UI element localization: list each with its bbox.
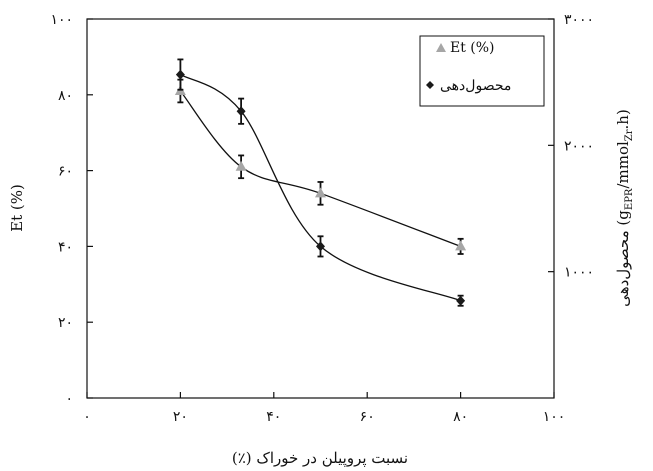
plot-frame — [86, 18, 555, 399]
legend-triangle-icon — [436, 43, 446, 52]
y-tick-label: ۶۰ — [58, 164, 73, 180]
y2-title-sub1: EPR — [624, 188, 635, 210]
x-axis-title: نسبت پروپیلن در خوراک (٪) — [232, 449, 408, 467]
x-tick-label: ۸۰ — [453, 409, 468, 425]
data-point-triangle — [235, 160, 247, 171]
y2-title-unit-mid: /mmol — [614, 141, 632, 189]
y2-tick-label: ۲۰۰۰ — [564, 138, 594, 154]
y-tick-label: ۰ — [65, 391, 73, 407]
y-tick-label: ۱۰۰ — [50, 12, 73, 28]
x-tick-label: ۲۰ — [173, 409, 188, 425]
data-point-diamond — [316, 241, 325, 252]
y2-axis-title: محصول‌دهی (gEPR/mmolZr.h) — [614, 109, 635, 307]
data-point-triangle — [455, 240, 467, 251]
x-tick-label: ۱۰۰ — [543, 409, 566, 425]
legend-label-et: Et (%) — [450, 40, 495, 56]
data-point-diamond — [175, 69, 185, 80]
y2-title-sub2: Zr — [624, 129, 635, 141]
x-tick-label: ۴۰ — [266, 409, 281, 425]
y-tick-label: ۴۰ — [58, 239, 73, 255]
data-marks — [174, 58, 467, 307]
legend-label-productivity: محصول‌دهی — [440, 78, 511, 94]
data-point-diamond — [456, 295, 466, 306]
curves — [179, 74, 461, 302]
x-tick-label: ۰ — [83, 409, 91, 425]
y2-axis-ticks: ۱۰۰۰ ۲۰۰۰ ۳۰۰۰ — [548, 12, 594, 281]
y2-title-unit-open: (g — [614, 210, 632, 226]
y-tick-label: ۲۰ — [58, 315, 73, 331]
legend-diamond-icon — [426, 81, 434, 89]
x-axis-ticks: ۰ ۲۰ ۴۰ ۶۰ ۸۰ ۱۰۰ — [83, 392, 565, 425]
data-point-diamond — [236, 106, 246, 117]
y2-title-prefix: محصول‌دهی — [614, 226, 632, 307]
y-axis-ticks: ۰ ۲۰ ۴۰ ۶۰ ۸۰ ۱۰۰ — [50, 12, 93, 407]
legend: Et (%) محصول‌دهی — [419, 35, 545, 107]
y-tick-label: ۸۰ — [58, 88, 73, 104]
series-curve-1 — [180, 74, 461, 302]
x-tick-label: ۶۰ — [360, 409, 375, 425]
y2-tick-label: ۱۰۰۰ — [564, 265, 594, 281]
y2-title-unit-close: .h) — [614, 109, 632, 129]
data-point-triangle — [315, 187, 326, 198]
series-curve-0 — [179, 90, 461, 248]
y2-tick-label: ۳۰۰۰ — [564, 12, 594, 28]
y-axis-title: Et (%) — [8, 184, 26, 232]
